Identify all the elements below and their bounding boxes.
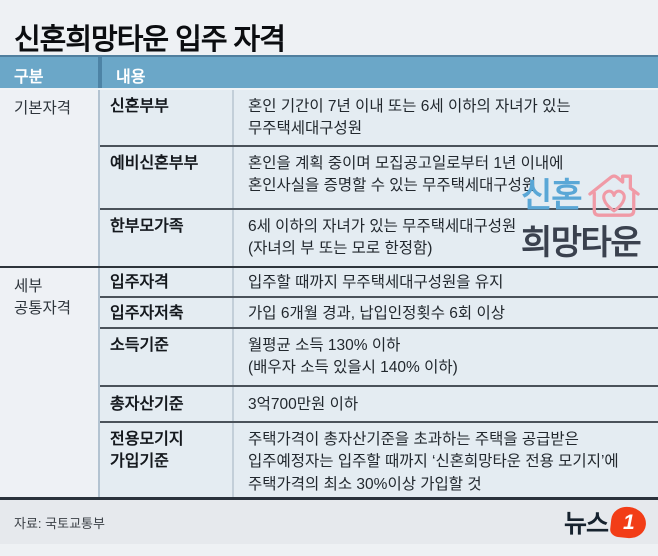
section-rows: 신혼부부 혼인 기간이 7년 이내 또는 6세 이하의 자녀가 있는 무주택세대… [100,90,658,266]
news1-logo: 뉴스 1 [563,504,648,540]
news1-number: 1 [622,510,635,533]
section-rows: 입주자격 입주할 때까지 무주택세대구성원을 유지 입주자저축 가입 6개월 경… [100,268,658,497]
logo-text-sinhon: 신혼 [521,177,583,215]
section-detailed-common-qualification: 세부 공통자격 입주자격 입주할 때까지 무주택세대구성원을 유지 입주자저축 … [0,266,658,497]
table-header: 구분 내용 [0,55,658,88]
logo-line1: 신혼 [521,168,658,224]
row-subcategory: 예비신혼부부 [100,147,234,208]
table-row: 입주자저축 가입 6개월 경과, 납입인정횟수 6회 이상 [100,296,658,327]
sinhon-hope-town-logo: 신혼 희망타운 [521,168,658,260]
header-cell-content: 내용 [116,69,146,86]
row-subcategory: 한부모가족 [100,210,234,266]
news1-wordmark: 뉴스 [563,510,609,538]
row-subcategory: 소득기준 [100,329,234,385]
source-credit: 자료: 국토교통부 [14,515,105,531]
house-heart-icon [583,168,645,224]
title-bar: 신혼희망타운 입주 자격 [0,0,658,56]
section-basic-qualification: 기본자격 신혼부부 혼인 기간이 7년 이내 또는 6세 이하의 자녀가 있는 … [0,90,658,266]
section-label: 세부 공통자격 [0,268,100,497]
header-divider [98,57,102,88]
header-cell-category: 구분 [14,69,44,86]
row-subcategory: 입주자격 [100,268,234,296]
page-title: 신혼희망타운 입주 자격 [14,24,286,56]
table-row: 총자산기준 3억700만원 이하 [100,385,658,421]
row-content: 월평균 소득 130% 이하 (배우자 소득 있을시 140% 이하) [248,337,458,377]
row-content: 3억700만원 이하 [248,396,359,413]
table-row: 예비신혼부부 혼인을 계획 중이며 모집공고일로부터 1년 이내에 혼인사실을 … [100,145,658,208]
table-row: 입주자격 입주할 때까지 무주택세대구성원을 유지 [100,268,658,296]
row-subcategory: 입주자저축 [100,298,234,327]
table-row: 한부모가족 6세 이하의 자녀가 있는 무주택세대구성원 (자녀의 부 또는 모… [100,208,658,266]
footer: 자료: 국토교통부 뉴스 1 [0,500,658,544]
header-gap [0,88,658,90]
row-content: 가입 6개월 경과, 납입인정횟수 6회 이상 [248,305,505,322]
row-content: 6세 이하의 자녀가 있는 무주택세대구성원 (자녀의 부 또는 모로 한정함) [248,218,517,258]
news1-badge-icon: 1 [609,504,648,540]
row-content: 혼인을 계획 중이며 모집공고일로부터 1년 이내에 혼인사실을 증명할 수 있… [248,155,564,195]
row-subcategory: 신혼부부 [100,90,234,145]
table-row: 소득기준 월평균 소득 130% 이하 (배우자 소득 있을시 140% 이하) [100,327,658,385]
section-label: 기본자격 [0,90,100,266]
row-content: 혼인 기간이 7년 이내 또는 6세 이하의 자녀가 있는 무주택세대구성원 [248,98,571,138]
row-content: 입주할 때까지 무주택세대구성원을 유지 [248,274,504,291]
row-content: 주택가격이 총자산기준을 초과하는 주택을 공급받은 입주예정자는 입주할 때까… [248,431,619,493]
table-row: 전용모기지 가입기준 주택가격이 총자산기준을 초과하는 주택을 공급받은 입주… [100,421,658,497]
logo-text-hopetown: 희망타운 [521,224,642,262]
table-body: 기본자격 신혼부부 혼인 기간이 7년 이내 또는 6세 이하의 자녀가 있는 … [0,90,658,497]
table-row: 신혼부부 혼인 기간이 7년 이내 또는 6세 이하의 자녀가 있는 무주택세대… [100,90,658,145]
row-subcategory: 전용모기지 가입기준 [100,423,234,497]
table-bottom-rule [0,497,658,500]
row-subcategory: 총자산기준 [100,387,234,421]
